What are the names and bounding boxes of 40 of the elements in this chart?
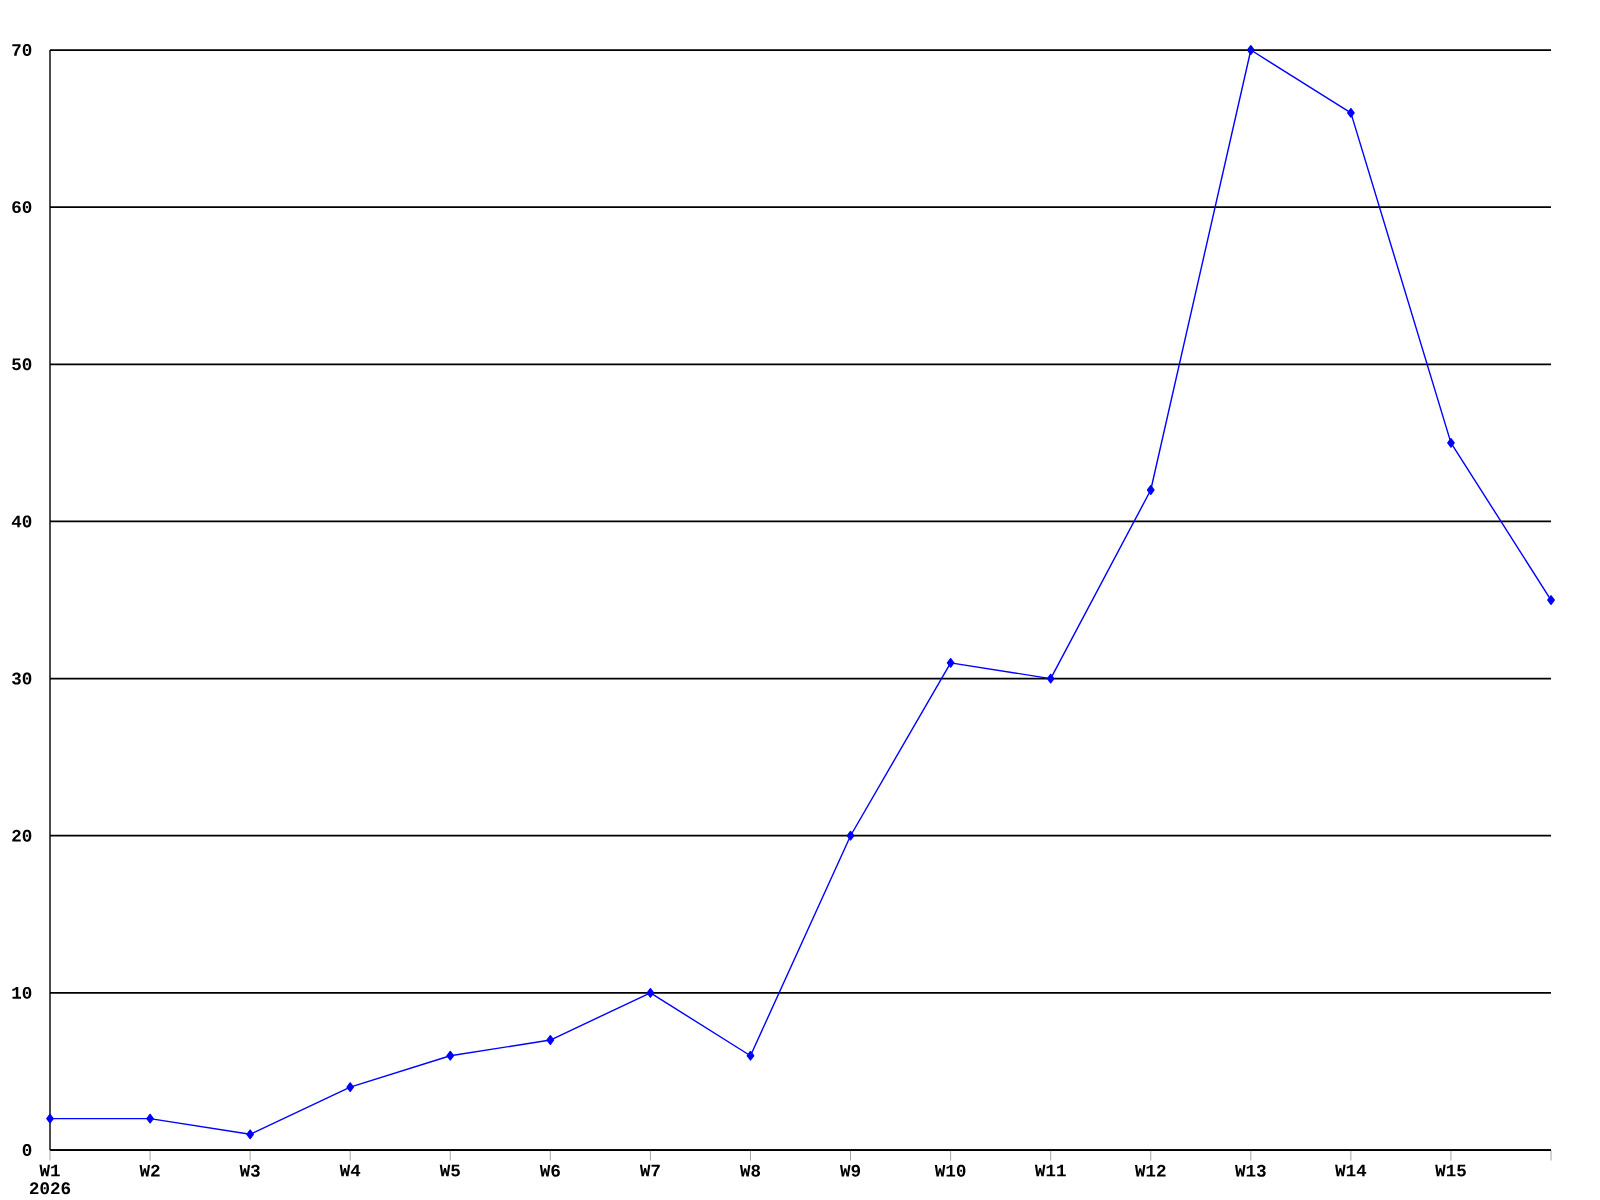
point	[146, 1113, 154, 1124]
x-tick-label: W2	[139, 1164, 160, 1177]
point	[546, 1035, 555, 1045]
point	[1447, 437, 1455, 448]
point	[446, 1050, 455, 1061]
x-tick-label: W3	[239, 1164, 260, 1177]
point	[846, 830, 855, 841]
y-tick-label: 10	[12, 986, 32, 999]
x-tick-label: W10	[934, 1164, 966, 1177]
y-tick-label: 40	[11, 515, 32, 528]
x-tick-label: W15	[1435, 1164, 1466, 1177]
x-tick-label: W13	[1235, 1164, 1266, 1177]
x-tick-label: W4	[339, 1164, 361, 1177]
x-tick-label: W6	[539, 1164, 560, 1177]
point	[646, 987, 655, 998]
y-tick-label: 20	[12, 829, 32, 842]
x-tick-label: W11	[1034, 1164, 1066, 1177]
point	[1347, 107, 1355, 118]
y-tick-label: 70	[12, 44, 32, 56]
x-tick-label: W5	[439, 1164, 460, 1177]
x-tick-label: W8	[739, 1164, 761, 1177]
point	[246, 1129, 255, 1140]
x-tick-label: W7	[639, 1164, 660, 1177]
point	[1246, 45, 1255, 55]
point	[346, 1082, 355, 1093]
x-tick-label: W9	[840, 1164, 861, 1177]
x-tick-label: W12	[1134, 1164, 1166, 1177]
y-tick-label: 60	[12, 201, 32, 214]
point	[1046, 673, 1055, 684]
y-tick-label: 0	[22, 1144, 32, 1156]
y-tick-label: 50	[12, 358, 32, 371]
x-tick-label: W1	[39, 1164, 60, 1177]
point	[1547, 595, 1555, 605]
point	[946, 657, 955, 668]
point	[1146, 485, 1155, 495]
text: 2026	[29, 1182, 71, 1195]
y-tick-label: 30	[11, 672, 32, 685]
point	[46, 1113, 54, 1124]
x-tick-label: W14	[1335, 1164, 1367, 1177]
point	[746, 1050, 755, 1061]
